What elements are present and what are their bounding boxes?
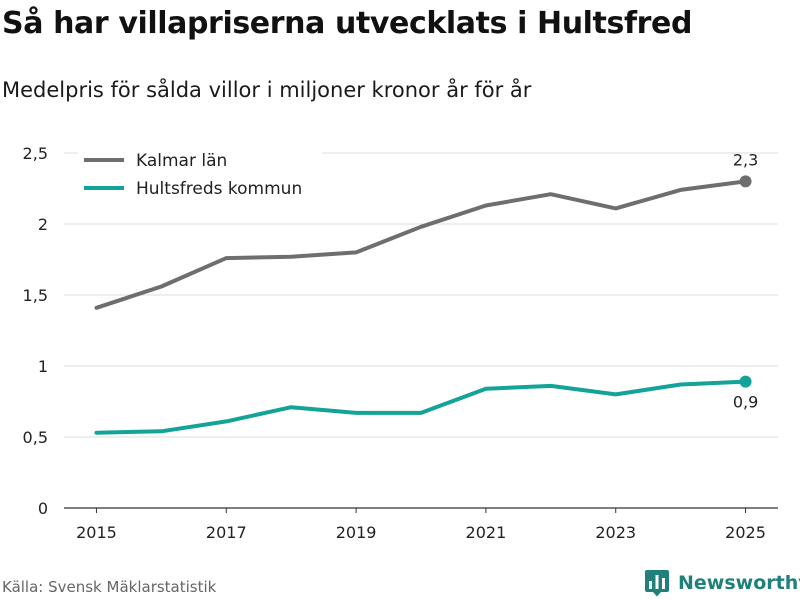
x-tick-label: 2021 xyxy=(466,523,507,542)
y-tick-label: 2,5 xyxy=(23,144,48,163)
x-tick-label: 2019 xyxy=(336,523,377,542)
brand-name: Newsworthy xyxy=(678,572,800,594)
chart-title: Så har villapriserna utvecklats i Hultsf… xyxy=(2,6,693,41)
x-tick-label: 2023 xyxy=(595,523,636,542)
legend-label-1: Hultsfreds kommun xyxy=(136,179,302,199)
series-line-0 xyxy=(94,179,748,310)
x-tick-label: 2015 xyxy=(76,523,117,542)
legend: Kalmar län Hultsfreds kommun xyxy=(78,146,322,204)
y-tick-label: 0,5 xyxy=(23,428,48,447)
y-tick-label: 1 xyxy=(38,357,48,376)
series-end-label-1: 0,9 xyxy=(733,393,758,412)
x-tick-label: 2025 xyxy=(725,523,766,542)
series-end-point-0 xyxy=(739,175,752,188)
y-tick-label: 1,5 xyxy=(23,286,48,305)
x-tick-label: 2017 xyxy=(206,523,247,542)
source-note: Källa: Svensk Mäklarstatistik xyxy=(2,578,217,596)
y-tick-label: 0 xyxy=(38,499,48,518)
bar-chart-logo-icon xyxy=(645,570,669,597)
series-end-label-0: 2,3 xyxy=(733,150,758,169)
y-axis: 0 0,5 1 1,5 2 2,5 xyxy=(23,144,48,518)
chart-subtitle: Medelpris för sålda villor i miljoner kr… xyxy=(2,78,532,102)
x-axis: 2015 2017 2019 2021 2023 2025 xyxy=(64,507,778,542)
brand-logo: Newsworthy xyxy=(644,569,800,597)
legend-label-0: Kalmar län xyxy=(136,151,227,171)
series-end-point-1 xyxy=(739,375,752,388)
legend-background xyxy=(78,146,322,204)
y-tick-label: 2 xyxy=(38,215,48,234)
series-line-1 xyxy=(94,379,748,435)
series-layer: 2,3 0,9 xyxy=(94,150,758,435)
